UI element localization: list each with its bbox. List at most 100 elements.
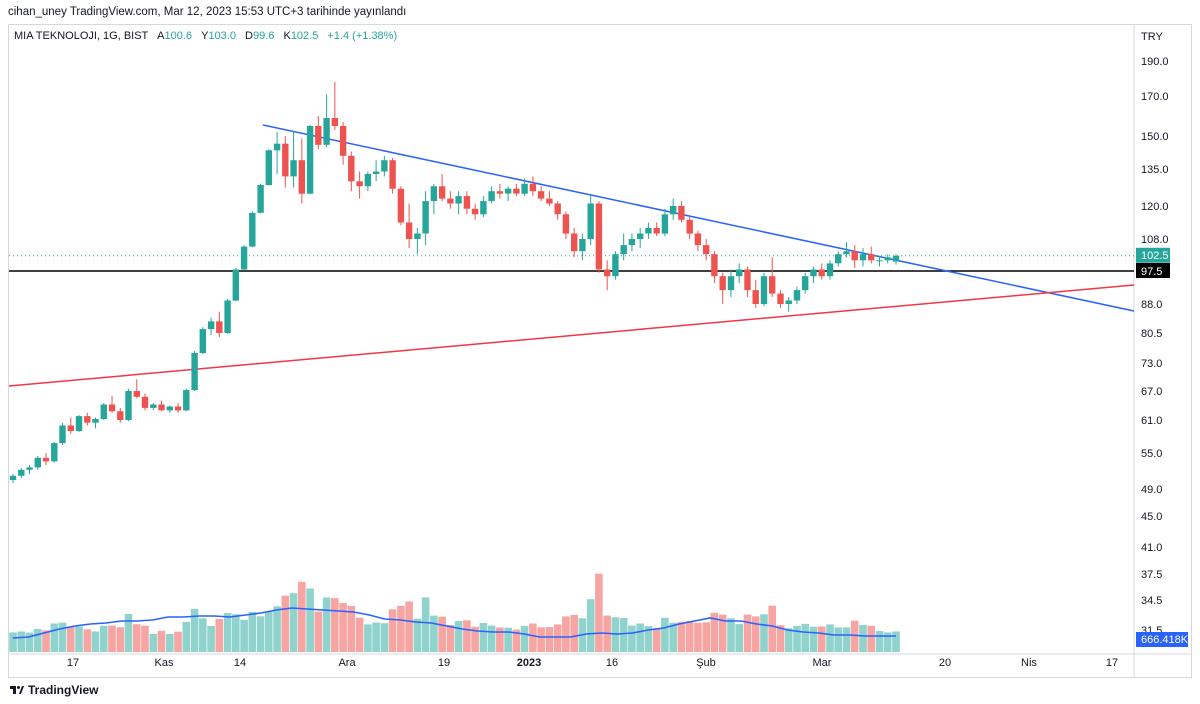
y-tick-label: 49.0 (1141, 484, 1162, 496)
low-label: D (245, 30, 253, 42)
volume-bar (388, 609, 397, 652)
ascending-trendline (8, 284, 1135, 387)
candle-body (150, 404, 157, 408)
candle-body (859, 254, 867, 261)
candle-body (59, 425, 66, 444)
change-value: +1.4 (+1.38%) (327, 30, 398, 42)
symbol-legend: MIA TEKNOLOJI, 1G, BIST A100.6 Y103.0 D9… (14, 30, 397, 42)
volume-bar (190, 609, 199, 652)
volume-bar (273, 606, 281, 652)
open-label: A (157, 30, 165, 42)
volume-bar (380, 623, 389, 652)
candle-body (430, 186, 438, 202)
candle-body (158, 404, 165, 411)
candle-body (405, 222, 413, 239)
volume-bar (355, 617, 364, 652)
candle-body (810, 269, 817, 277)
volume-bar (702, 622, 710, 652)
volume-bar (529, 623, 537, 652)
candle-body (422, 201, 429, 234)
x-tick-label: 19 (438, 657, 450, 669)
candle-body (183, 390, 190, 411)
y-tick-label: 34.5 (1141, 595, 1162, 607)
volume-bar (34, 629, 42, 652)
volume-bar (397, 605, 405, 652)
candle-body (727, 276, 735, 291)
volume-bar (141, 625, 149, 652)
volume-bar (801, 623, 809, 653)
candle-body (892, 255, 900, 262)
candle-body (694, 233, 702, 246)
high-label: Y (201, 30, 209, 42)
volume-bar (199, 618, 207, 652)
descending-trendline (262, 124, 1135, 312)
volume-bar (595, 573, 603, 652)
candle-body (752, 290, 759, 304)
volume-bar (685, 621, 694, 652)
volume-bar (75, 626, 83, 652)
volume-bar (562, 616, 570, 652)
candle-body (364, 173, 372, 187)
volume-bar (743, 614, 752, 652)
candle-body (356, 181, 363, 187)
candle-body (785, 300, 792, 304)
volume-bar (867, 625, 875, 652)
volume-bar (331, 598, 339, 652)
volume-bar (669, 622, 677, 652)
candle-body (744, 269, 751, 291)
volume-bar (108, 625, 116, 652)
tradingview-footer[interactable]: TradingView (10, 683, 98, 697)
candle-body (612, 254, 619, 277)
y-tick-label: 61.0 (1141, 415, 1162, 427)
candle-body (257, 185, 264, 213)
candle-body (84, 416, 91, 423)
candle-body (232, 269, 239, 301)
candle-body (306, 126, 314, 194)
candle-body (711, 254, 718, 277)
last-price-badge-label: 102.5 (1141, 250, 1169, 262)
volume-bar (256, 616, 265, 652)
last-price-badge (1136, 247, 1170, 263)
y-tick-label: 55.0 (1141, 448, 1162, 460)
volume-bar (438, 616, 446, 652)
volume-bar (50, 623, 59, 652)
candle-body (826, 263, 834, 277)
volume-bar (58, 622, 67, 652)
volume-bar (454, 621, 463, 652)
close-value: 102.5 (290, 30, 319, 42)
candle-body (471, 208, 479, 215)
volume-bar (520, 625, 529, 652)
candle-body (521, 183, 528, 194)
volume-bar (232, 614, 240, 652)
volume-bar (883, 632, 892, 652)
candle-body (480, 201, 487, 215)
candle-body (777, 293, 784, 304)
volume-bar (776, 625, 785, 652)
candle-body (670, 206, 677, 215)
candle-body (835, 254, 842, 264)
candle-body (372, 171, 380, 174)
volume-bar (784, 628, 793, 652)
candle-body (678, 206, 685, 220)
volume-badge-label: 666.418K (1141, 634, 1189, 646)
volume-bar (446, 625, 455, 652)
candle-body (802, 276, 809, 291)
candle-body (579, 239, 586, 252)
volume-bar (553, 624, 562, 652)
candle-body (323, 118, 330, 145)
candle-body (504, 188, 512, 194)
y-tick-label: 41.0 (1141, 542, 1162, 554)
candle-body (637, 233, 644, 239)
volume-bar (570, 615, 578, 652)
candle-body (876, 260, 883, 262)
volume-bar (372, 622, 380, 652)
volume-badge (1136, 632, 1188, 647)
candle-body (496, 191, 504, 194)
candle-body (628, 239, 636, 246)
y-tick-label: 73.0 (1141, 358, 1162, 370)
y-tick-label: 45.0 (1141, 511, 1162, 523)
volume-bar (628, 625, 636, 652)
chart-frame[interactable] (8, 24, 1192, 678)
volume-bar (157, 630, 166, 652)
